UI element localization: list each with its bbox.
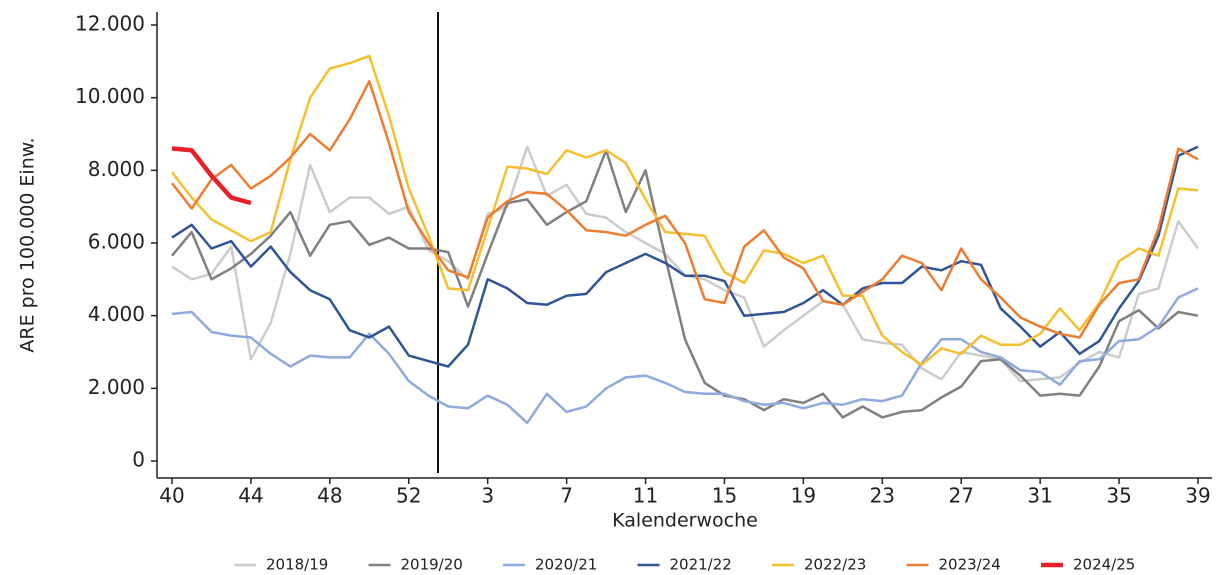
series-line bbox=[171, 146, 252, 206]
y-tick-label: 8.000 bbox=[88, 157, 145, 181]
x-tick-label: 52 bbox=[396, 484, 421, 508]
series-line bbox=[171, 80, 1199, 339]
y-tick-label: 0 bbox=[132, 448, 145, 472]
x-tick-label: 35 bbox=[1106, 484, 1131, 508]
y-tick-label: 2.000 bbox=[88, 375, 145, 399]
legend-label: 2019/20 bbox=[401, 556, 463, 574]
legend-label: 2020/21 bbox=[535, 556, 597, 574]
y-axis-label: ARE pro 100.000 Einw. bbox=[17, 137, 39, 352]
series-line bbox=[171, 149, 1199, 419]
x-tick-label: 3 bbox=[481, 484, 494, 508]
series-line bbox=[171, 145, 1200, 383]
series-line bbox=[171, 54, 1199, 366]
x-tick-label: 48 bbox=[317, 484, 342, 508]
x-tick-label: 31 bbox=[1027, 484, 1052, 508]
y-tick-label: 4.000 bbox=[88, 302, 145, 326]
x-tick-label: 23 bbox=[870, 484, 895, 508]
series-line bbox=[171, 145, 1199, 368]
legend-label: 2023/24 bbox=[939, 556, 1001, 574]
series-line bbox=[171, 287, 1199, 425]
x-tick-label: 7 bbox=[560, 484, 573, 508]
y-tick-label: 6.000 bbox=[88, 230, 145, 254]
legend-label: 2021/22 bbox=[670, 556, 732, 574]
y-tick-label: 10.000 bbox=[75, 84, 145, 108]
legend-label: 2024/25 bbox=[1073, 556, 1135, 574]
x-tick-label: 39 bbox=[1185, 484, 1210, 508]
legend-label: 2018/19 bbox=[266, 556, 328, 574]
y-tick-label: 12.000 bbox=[75, 12, 145, 36]
x-tick-label: 40 bbox=[159, 484, 184, 508]
x-tick-label: 15 bbox=[712, 484, 737, 508]
x-axis-label: Kalenderwoche bbox=[612, 510, 758, 532]
x-tick-label: 44 bbox=[238, 484, 263, 508]
x-tick-label: 19 bbox=[791, 484, 816, 508]
legend-label: 2022/23 bbox=[804, 556, 866, 574]
x-tick-label: 11 bbox=[633, 484, 658, 508]
x-tick-label: 27 bbox=[949, 484, 974, 508]
